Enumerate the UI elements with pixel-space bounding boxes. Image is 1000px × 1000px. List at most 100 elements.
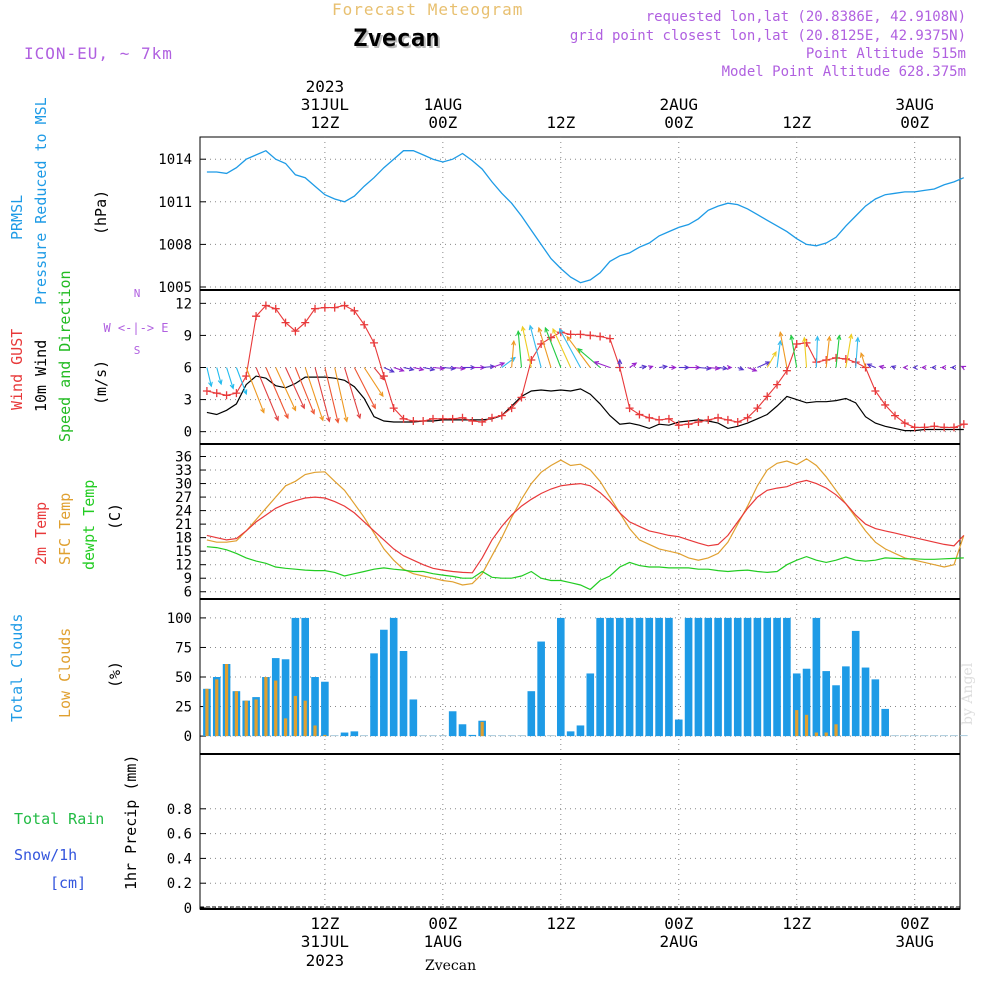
wind-direction-arrow: [393, 366, 404, 372]
gust-marker: [645, 413, 654, 422]
wind-arrow-head: [662, 364, 669, 370]
wind-arrow-head: [772, 351, 777, 357]
wind-arrow-head: [439, 365, 446, 371]
gust-marker: [419, 416, 428, 425]
wind-arrow-head: [706, 365, 712, 371]
total-cloud-bar: [635, 617, 644, 737]
y-tick-label: 1008: [158, 237, 192, 253]
wind-direction-arrow: [521, 326, 532, 368]
low-cloud-bar: [215, 679, 219, 737]
gust-marker: [655, 415, 664, 424]
wind-arrow-head: [325, 416, 331, 423]
wind-arrow-head: [593, 360, 600, 366]
wind-arrow-head: [356, 413, 362, 420]
total-cloud-bar: [832, 685, 840, 737]
wind-arrow-head: [260, 408, 265, 414]
wind-direction-arrow: [294, 367, 315, 414]
wind-arrow-head: [319, 415, 324, 422]
total-cloud-bar: [645, 617, 654, 737]
wind-arrow-head: [912, 365, 918, 370]
wind-arrow-head: [866, 363, 873, 368]
top-date-label: 2AUG: [659, 95, 698, 114]
gust-marker: [871, 387, 880, 396]
low-cloud-bar: [795, 710, 799, 737]
bottom-year-label: 2023: [306, 951, 345, 970]
total-clouds-label: Total Clouds: [8, 614, 26, 722]
wind-arrow-head: [751, 367, 758, 372]
wind-direction-arrow: [226, 367, 234, 389]
total-cloud-bar: [606, 617, 614, 737]
total-rain-label: Total Rain: [14, 810, 104, 828]
gust-marker: [261, 301, 270, 310]
total-cloud-bar: [783, 617, 791, 737]
gust-marker: [566, 330, 575, 339]
total-cloud-bar: [311, 677, 319, 737]
gust-marker: [733, 418, 742, 427]
wind-arrow-head: [648, 365, 654, 370]
wind-arrow-head: [429, 366, 436, 372]
temp2m-label: 2m Temp: [32, 502, 50, 565]
gust-marker: [291, 327, 300, 336]
gust-marker: [664, 414, 673, 423]
wind-arrow-head: [371, 403, 376, 410]
gust-marker: [497, 411, 506, 420]
wind-direction-arrow: [803, 337, 808, 368]
wind-direction-arrow: [544, 327, 562, 368]
compass-s-label: S: [134, 344, 141, 357]
grid-point-location: grid point closest lon,lat (20.8125E, 42…: [569, 28, 966, 44]
gust-marker: [232, 389, 241, 398]
total-cloud-bar: [930, 735, 939, 737]
total-cloud-bar: [910, 735, 919, 737]
low-cloud-bar: [804, 714, 809, 737]
wind-arrow-head: [641, 364, 648, 370]
gust-marker: [202, 387, 211, 396]
wind-direction-arrow: [835, 335, 840, 368]
wind-direction-arrow: [275, 367, 297, 411]
total-cloud-bar: [301, 617, 310, 737]
wind-arrow-head: [378, 391, 384, 398]
wind-direction-arrow: [304, 367, 324, 421]
wind-arrow-head: [950, 365, 957, 370]
total-cloud-bar: [792, 673, 801, 737]
total-cloud-bar: [556, 617, 565, 737]
gust-marker: [920, 423, 929, 432]
gust-marker: [881, 400, 890, 409]
wind-arrow-head: [778, 331, 784, 337]
wind-direction-arrow: [265, 367, 289, 419]
low-cloud-bar: [234, 691, 239, 737]
gust-marker: [389, 404, 398, 413]
wind-arrow-head: [544, 326, 550, 333]
total-cloud-bar: [330, 735, 339, 737]
top-hour-label: 12Z: [782, 113, 811, 132]
total-cloud-bar: [665, 617, 673, 737]
snow-unit-label: [cm]: [50, 874, 86, 892]
wind-arrow-head: [836, 334, 842, 341]
wind-direction-arrow: [552, 328, 572, 368]
total-cloud-bar: [576, 725, 585, 737]
gust-marker: [360, 320, 369, 329]
y-tick-label: 0: [184, 425, 192, 441]
gust-marker: [596, 332, 605, 341]
low-cloud-bar: [283, 718, 288, 737]
requested-location: requested lon,lat (20.8386E, 42.9108N): [645, 9, 966, 25]
total-cloud-bar: [684, 617, 693, 737]
wind-arrow-head: [284, 413, 289, 420]
top-date-label: 3AUG: [895, 95, 934, 114]
total-cloud-bar: [940, 735, 948, 737]
wind10m-label: 10m Wind: [32, 340, 50, 412]
wind-direction-arrow: [353, 367, 376, 409]
panel-frame: [199, 136, 961, 291]
gust-marker: [252, 312, 261, 321]
gust-marker: [242, 372, 251, 381]
total-cloud-bar: [586, 673, 595, 737]
y-tick-label: 30: [175, 477, 192, 493]
total-cloud-bar: [498, 735, 506, 737]
gust-marker: [330, 303, 339, 312]
wind-arrow-head: [631, 362, 638, 368]
gust-marker: [507, 404, 516, 413]
gust-marker: [635, 410, 644, 419]
top-hour-label: 12Z: [310, 113, 339, 132]
total-cloud-bar: [527, 691, 536, 737]
gust-marker: [271, 304, 280, 313]
wind-direction-arrow: [855, 337, 859, 368]
